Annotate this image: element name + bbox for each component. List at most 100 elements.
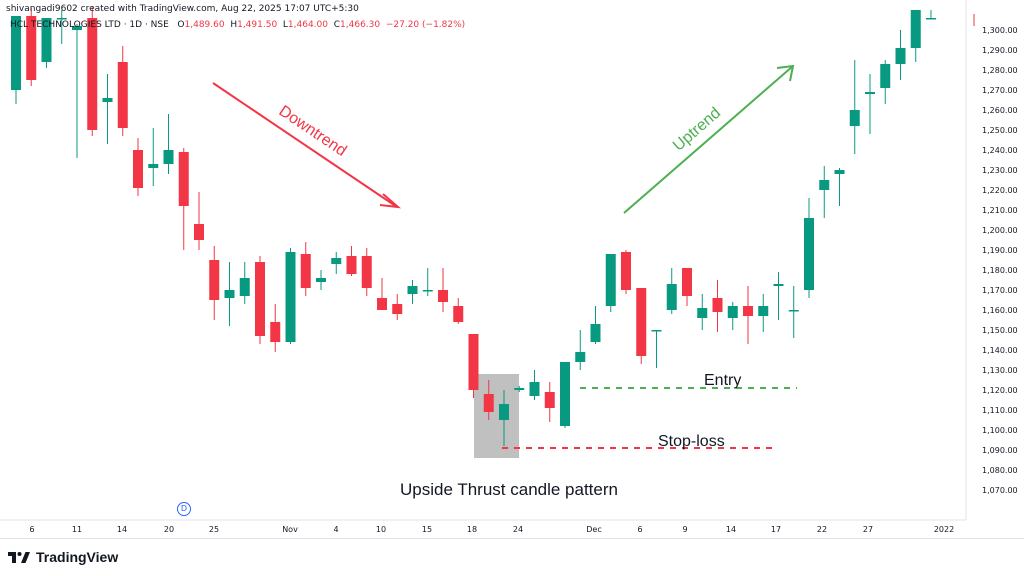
y-tick-label: 1,260.00 (982, 106, 1018, 115)
candle-up (163, 150, 174, 164)
candle-down (712, 298, 723, 312)
downtrend-label: Downtrend (276, 103, 350, 160)
candle-down (270, 322, 281, 342)
open-label: O (177, 20, 185, 30)
x-tick-label: 14 (726, 525, 736, 534)
footer: TradingView (0, 538, 1024, 576)
candle-up (514, 388, 525, 390)
x-tick-label: 22 (817, 525, 827, 534)
candle-down (209, 260, 220, 300)
close-label: C (333, 20, 341, 30)
candle-up (697, 308, 708, 318)
candle-up (239, 278, 250, 296)
y-tick-label: 1,220.00 (982, 186, 1018, 195)
open-value: 1,489.60 (184, 20, 225, 30)
candle-down (117, 62, 128, 128)
low-value: 1,464.00 (287, 20, 328, 30)
candle-down (483, 394, 494, 412)
x-tick-label: 14 (117, 525, 127, 534)
tradingview-brand-text: TradingView (36, 549, 119, 565)
candle-up (529, 382, 540, 396)
candle-down (636, 288, 647, 356)
x-tick-label: 24 (513, 525, 523, 534)
y-tick-label: 1,160.00 (982, 306, 1018, 315)
y-tick-label: 1,080.00 (982, 466, 1018, 475)
uptrend-arrowhead (776, 64, 795, 82)
tradingview-logo[interactable]: TradingView (8, 549, 118, 565)
x-tick-label: 18 (467, 525, 477, 534)
candle-down (133, 150, 143, 188)
y-tick-label: 1,110.00 (982, 406, 1018, 415)
x-tick-label: 15 (422, 525, 432, 534)
candle-down (453, 306, 464, 322)
candle-up (773, 284, 784, 286)
x-tick-label: 4 (333, 525, 338, 534)
y-tick-label: 1,210.00 (982, 206, 1018, 215)
candle-up (11, 16, 21, 90)
y-tick-label: 1,230.00 (982, 166, 1018, 175)
candle-up (865, 92, 875, 94)
y-tick-label: 1,100.00 (982, 426, 1018, 435)
candle-up (819, 180, 830, 190)
candle-up (651, 330, 662, 332)
candle-up (804, 218, 814, 290)
x-tick-label: 6 (637, 525, 642, 534)
candle-up (910, 10, 921, 48)
downtrend-arrow-line (212, 82, 398, 208)
candle-down (178, 152, 189, 206)
y-tick-label: 1,280.00 (982, 66, 1018, 75)
candle-up (666, 284, 677, 310)
uptrend-arrow-line (623, 65, 794, 214)
y-tick-label: 1,270.00 (982, 86, 1018, 95)
stop-loss-label: Stop-loss (658, 433, 725, 450)
candle-up (605, 254, 616, 306)
upside-thrust-highlight (474, 374, 519, 458)
x-tick-label: 11 (72, 525, 82, 534)
candle-up (224, 290, 235, 298)
x-tick-label: Nov (282, 525, 298, 534)
candle-down (194, 224, 204, 240)
candle-down (300, 254, 311, 288)
symbol-legend: HCL TECHNOLOGIES LTD · 1D · NSE O1,489.6… (10, 20, 465, 30)
y-tick-label: 1,200.00 (982, 226, 1018, 235)
candle-up (560, 362, 570, 426)
tradingview-logo-icon (8, 552, 30, 563)
x-tick-label: 25 (209, 525, 219, 534)
y-tick-label: 1,070.00 (982, 486, 1018, 495)
candle-up (407, 286, 418, 294)
candle-down (682, 268, 692, 296)
candle-up (575, 352, 586, 362)
y-tick-label: 1,090.00 (982, 446, 1018, 455)
y-tick-label: 1,130.00 (982, 366, 1018, 375)
y-tick-label: 1,190.00 (982, 246, 1018, 255)
candle-up (41, 18, 52, 62)
candlestick-chart[interactable]: 1,300.00 1,290.00 1,280.00 1,270.00 1,260.00… (0, 0, 1024, 540)
candle-up (56, 18, 67, 20)
dividend-marker[interactable]: D (177, 502, 191, 516)
candle-up (285, 252, 296, 342)
candle-down (377, 298, 387, 310)
candle-down (544, 392, 555, 408)
candle-up (590, 324, 601, 342)
x-tick-label: 2022 (934, 525, 954, 534)
candle-up (316, 278, 326, 282)
low-label: L (282, 20, 288, 30)
candle-down (87, 18, 98, 130)
x-tick-label: 9 (682, 525, 687, 534)
y-tick-label: 1,250.00 (982, 126, 1018, 135)
close-value: 1,466.30 (340, 20, 381, 30)
candle-up (834, 170, 845, 174)
y-tick-label: 1,180.00 (982, 266, 1018, 275)
candle-up (148, 164, 159, 168)
candle-up (727, 306, 738, 318)
candle-up (849, 110, 860, 126)
candle-down (438, 290, 448, 302)
candle-up (331, 258, 342, 264)
candle-down (468, 334, 479, 390)
candle-down (346, 256, 357, 274)
change-value: −27.20 (−1.82%) (385, 20, 466, 30)
candle-down (255, 262, 265, 336)
y-tick-label: 1,140.00 (982, 346, 1018, 355)
downtrend-arrowhead (379, 193, 402, 209)
candle-down (361, 256, 372, 288)
